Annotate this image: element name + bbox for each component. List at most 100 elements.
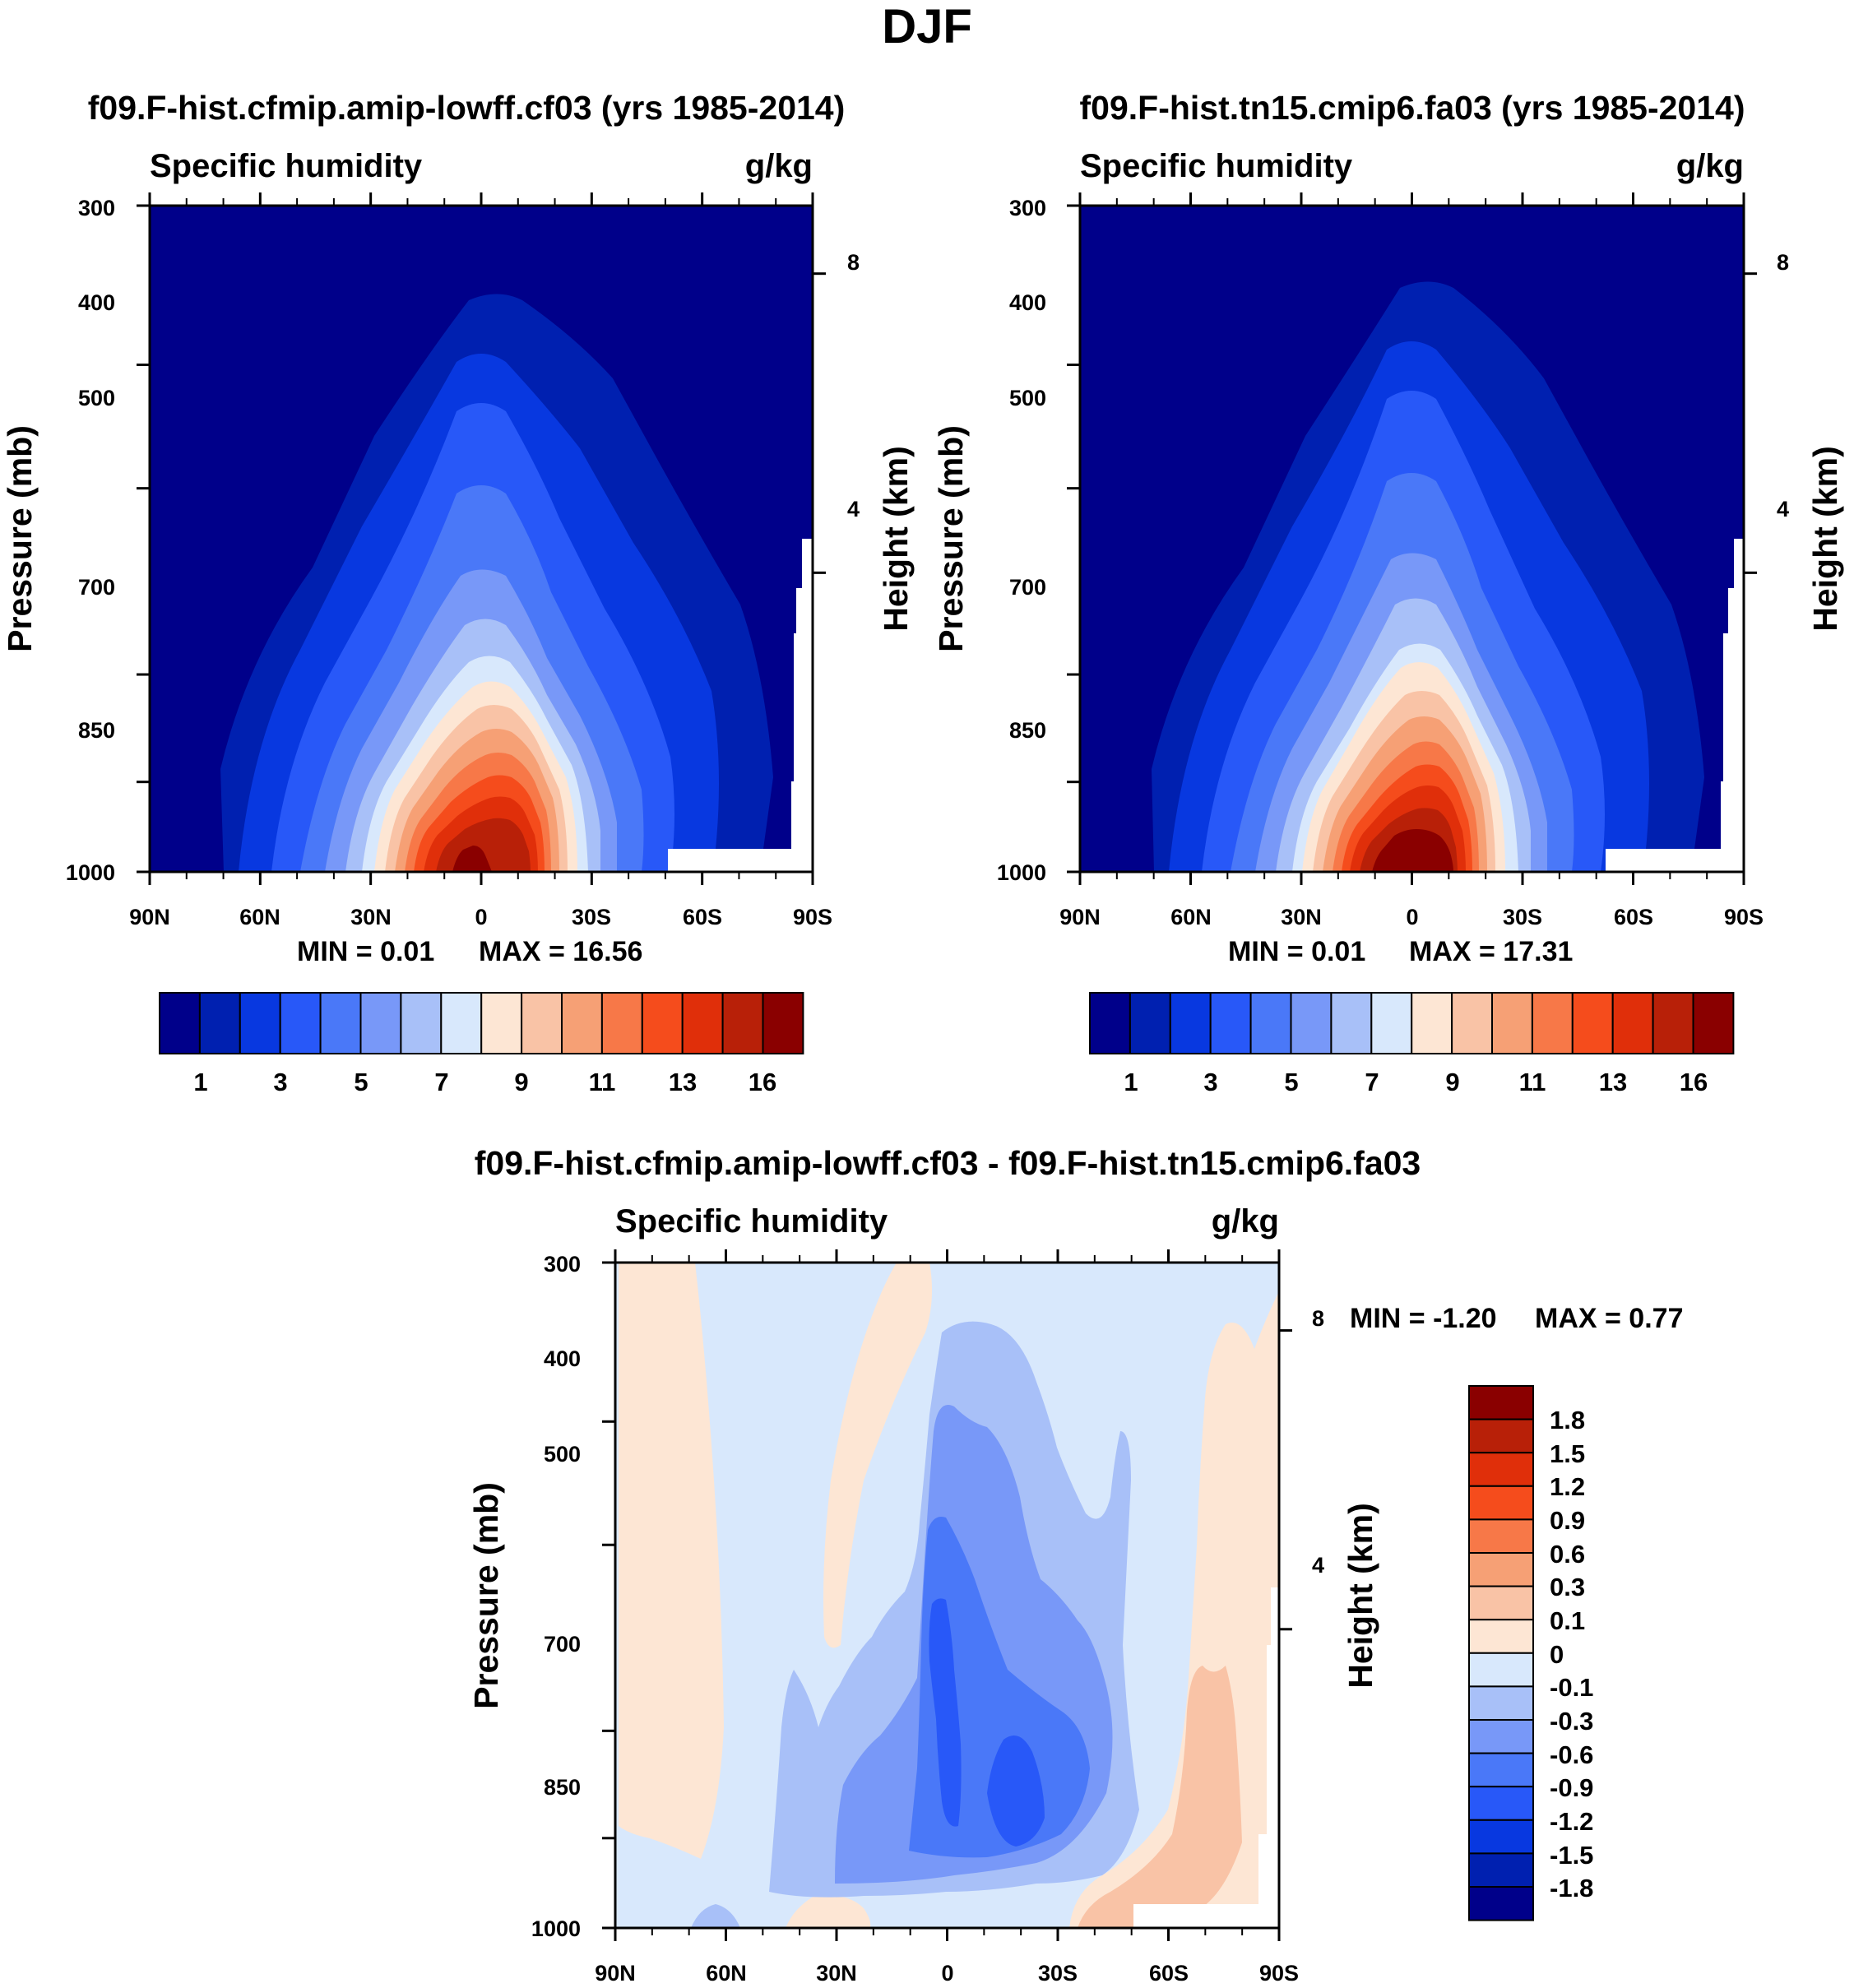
panel-a-x-tick-label: 60S [683, 905, 722, 929]
panel-a-y-tick-label: 700 [78, 575, 115, 600]
panel-a-max-label: MAX = 16.56 [479, 936, 642, 967]
panel-b-y-axis: 300 400 500 700 850 1000 Pressure (mb) [932, 196, 1046, 885]
panel-a-colorbar-swatch [480, 992, 523, 1054]
panel-b-x-tick-label: 30N [1281, 905, 1322, 929]
panel-b-colorbar-label: 16 [1680, 1068, 1708, 1096]
panel-diff-colorbar-swatch [1468, 1852, 1534, 1888]
panel-a-y-axis-title: Pressure (mb) [1, 425, 39, 652]
panel-b-colorbar-swatch [1169, 992, 1212, 1054]
panel-a-colorbar-swatch [521, 992, 563, 1054]
panel-b-colorbar-swatch [1330, 992, 1373, 1054]
panel-diff-y-tick-label: 500 [544, 1442, 581, 1467]
panel-diff-y-tick-label: 400 [544, 1346, 581, 1371]
panel-b-x-tick-label: 60S [1614, 905, 1653, 929]
panel-diff-colorbar: 1.8 1.5 1.2 0.9 0.6 0.3 0.1 0 -0.1 -0.3 … [1468, 1385, 1593, 1921]
panel-a-colorbar-label: 5 [354, 1068, 368, 1096]
panel-diff-colorbar-swatch [1468, 1485, 1534, 1521]
panel-b-y-axis-title: Pressure (mb) [932, 425, 970, 652]
panel-b-y-tick-label: 700 [1009, 575, 1046, 600]
panel-diff-colorbar-label: -0.6 [1550, 1740, 1593, 1769]
panel-a-colorbar-swatch [721, 992, 764, 1054]
panel-diff-colorbar-label: 0.1 [1550, 1606, 1585, 1635]
panel-diff-colorbar-swatch [1468, 1819, 1534, 1855]
panel-a-y-axis: 300 400 500 700 850 1000 Pressure (mb) [1, 196, 115, 885]
panel-diff-contour-band [786, 1895, 871, 1928]
panel-a-colorbar-swatch [198, 992, 241, 1054]
panel-b-colorbar-swatch [1652, 992, 1694, 1054]
panel-a-colorbar-label: 13 [669, 1068, 697, 1096]
panel-a-colorbar-swatch [239, 992, 281, 1054]
panel-diff-colorbar-swatch [1468, 1385, 1534, 1420]
panel-b-contour-field [1080, 206, 1744, 872]
panel-diff-colorbar-label: 1.5 [1550, 1439, 1585, 1468]
panel-diff-contour-band [1078, 1666, 1242, 1928]
panel-a-height-tick-label: 8 [847, 250, 860, 275]
panel-a-colorbar-swatch [159, 992, 201, 1054]
panel-b-y-tick-label: 300 [1009, 196, 1046, 220]
panel-a-colorbar-swatch [762, 992, 804, 1054]
panel-diff-units-label: g/kg [1212, 1203, 1279, 1240]
panel-b-x-axis: 90N 60N 30N 0 30S 60S 90S [1059, 905, 1764, 929]
panel-b-y-tick-label: 850 [1009, 718, 1046, 743]
panel-b-colorbar-label: 9 [1445, 1068, 1459, 1096]
panel-diff-contour-band [619, 1263, 724, 1859]
panel-a-colorbar-swatch [641, 992, 684, 1054]
panel-a-colorbar-label: 7 [434, 1068, 448, 1096]
panel-b-x-tick-label: 0 [1406, 905, 1418, 929]
panel-a-colorbar-swatch [319, 992, 362, 1054]
panel-b: f09.F-hist.tn15.cmip6.fa03 (yrs 1985-201… [932, 89, 1844, 1096]
panel-diff-colorbar-label: 0.9 [1550, 1506, 1585, 1535]
panel-b-colorbar-swatch [1531, 992, 1574, 1054]
panel-a-x-tick-label: 90N [129, 905, 170, 929]
panel-diff-colorbar-swatch [1468, 1752, 1534, 1788]
panel-diff-contour-band [929, 1598, 962, 1827]
panel-a-units-label: g/kg [745, 148, 813, 184]
panel-diff-contour-field [615, 1263, 1279, 1928]
panel-a-colorbar-label: 11 [589, 1068, 616, 1096]
panel-diff-colorbar-label: -0.9 [1550, 1773, 1593, 1802]
panel-a-y-tick-label: 1000 [66, 860, 115, 885]
panel-diff-x-axis: 90N 60N 30N 0 30S 60S 90S [595, 1961, 1299, 1986]
panel-diff-y-tick-label: 1000 [531, 1916, 581, 1941]
panel-a-min-label: MIN = 0.01 [297, 936, 434, 967]
panel-diff-y-axis: 300 400 500 700 850 1000 Pressure (mb) [467, 1252, 581, 1941]
panel-diff-colorbar-swatch [1468, 1619, 1534, 1654]
panel-a-x-axis: 90N 60N 30N 0 30S 60S 90S [129, 905, 832, 929]
panel-a-height-tick-label: 4 [847, 497, 860, 521]
panel-diff-height-tick-label: 8 [1312, 1306, 1324, 1331]
panel-a-colorbar: 1 3 5 7 9 11 13 16 [159, 992, 804, 1096]
panel-b-x-tick-label: 30S [1503, 905, 1542, 929]
panel-b-colorbar-swatch [1370, 992, 1413, 1054]
panel-diff-y-tick-label: 850 [544, 1775, 581, 1800]
panel-a-colorbar-swatch [681, 992, 724, 1054]
panel-a-right-axis: 8 4 Height (km) [847, 250, 915, 632]
panel-b-colorbar-swatch [1491, 992, 1533, 1054]
panel-a-colorbar-label: 1 [193, 1068, 207, 1096]
panel-b-x-tick-label: 90S [1724, 905, 1764, 929]
panel-a-colorbar-swatch [400, 992, 443, 1054]
panel-b-colorbar-label: 5 [1284, 1068, 1298, 1096]
panel-b-colorbar-swatch [1611, 992, 1654, 1054]
panel-a-colorbar-swatch [561, 992, 603, 1054]
panel-diff-colorbar-label: -1.2 [1550, 1807, 1593, 1836]
panel-b-colorbar-swatch [1411, 992, 1453, 1054]
panel-diff-colorbar-swatch [1468, 1685, 1534, 1721]
panel-b-y-tick-label: 500 [1009, 386, 1046, 410]
panel-b-colorbar-label: 1 [1124, 1068, 1138, 1096]
panel-b-colorbar-swatch [1129, 992, 1171, 1054]
panel-a-colorbar-swatch [279, 992, 322, 1054]
panel-diff-colorbar-swatch [1468, 1719, 1534, 1754]
panel-a-variable-label: Specific humidity [150, 148, 423, 184]
panel-a-title: f09.F-hist.cfmip.amip-lowff.cf03 (yrs 19… [88, 89, 846, 127]
panel-diff-colorbar-swatch [1468, 1452, 1534, 1487]
panel-b-x-tick-label: 60N [1170, 905, 1212, 929]
panel-a-right-axis-title: Height (km) [877, 446, 915, 632]
panel-b-y-tick-label: 1000 [997, 860, 1046, 885]
panel-a-x-tick-label: 60N [239, 905, 280, 929]
panel-a-colorbar-label: 16 [749, 1068, 776, 1096]
panel-b-colorbar-swatch [1209, 992, 1252, 1054]
panel-diff-colorbar-label: -1.8 [1550, 1874, 1593, 1902]
panel-b-colorbar: 1 3 5 7 9 11 13 16 [1089, 992, 1735, 1096]
panel-b-min-label: MIN = 0.01 [1228, 936, 1365, 967]
